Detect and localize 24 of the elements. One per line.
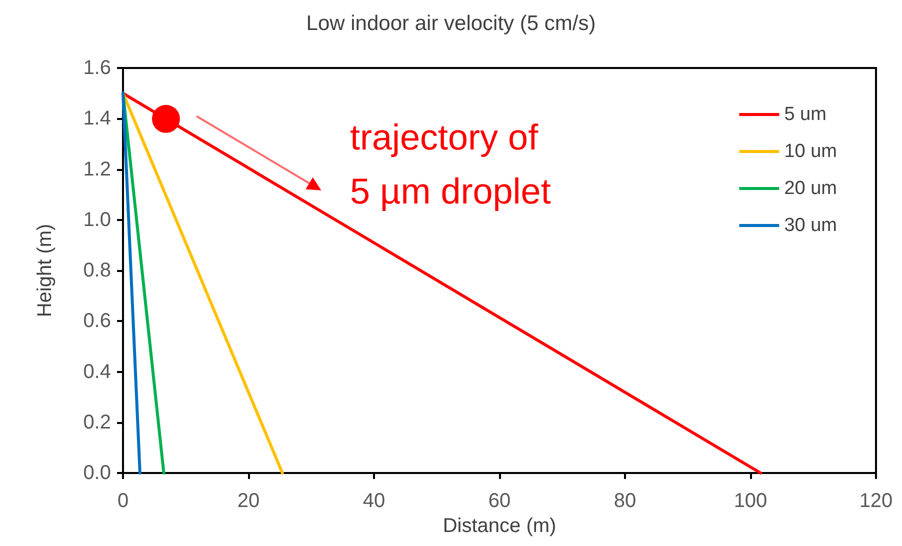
x-tick-label: 40 (362, 490, 386, 512)
y-tick-label: 1.0 (83, 208, 111, 231)
x-tick-label: 60 (488, 490, 511, 512)
y-tick-label: 0.8 (83, 260, 111, 282)
y-tick-label: 1.4 (83, 108, 111, 130)
y-tick-label: 1.2 (83, 158, 111, 180)
x-tick-label: 20 (237, 490, 260, 512)
chart-title: Low indoor air velocity (5 cm/s) (306, 12, 596, 35)
x-axis-title: Distance (m) (442, 514, 556, 537)
legend-label: 20 um (784, 178, 838, 199)
x-tick-label: 120 (859, 490, 893, 512)
x-tick-label: 80 (614, 490, 636, 512)
legend-label: 5 um (784, 104, 826, 125)
y-tick-label: 0.0 (83, 462, 111, 484)
y-axis-title: Height (m) (34, 224, 56, 318)
x-tick-label: 100 (734, 490, 768, 512)
y-tick-label: 0.2 (83, 411, 111, 434)
legend-label: 30 um (784, 215, 838, 236)
annotation: trajectory of 5 µm droplet (350, 116, 551, 212)
y-tick-label: 1.6 (83, 57, 111, 79)
y-tick-label: 0.4 (83, 360, 111, 383)
legend-label: 10 um (784, 141, 838, 162)
y-tick-label: 0.6 (83, 310, 111, 332)
x-tick-label: 0 (117, 490, 129, 512)
